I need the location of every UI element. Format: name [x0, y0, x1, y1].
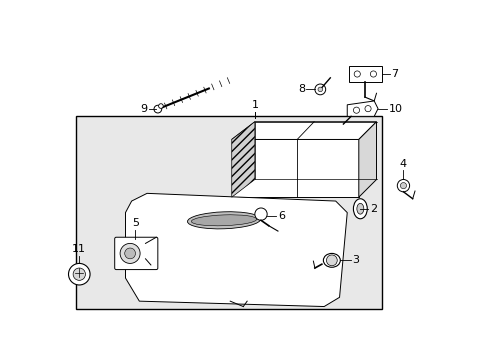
Circle shape — [120, 243, 140, 264]
Circle shape — [317, 87, 322, 92]
Ellipse shape — [187, 212, 260, 229]
Polygon shape — [358, 122, 376, 197]
Text: 7: 7 — [390, 69, 397, 79]
Circle shape — [254, 208, 266, 220]
Circle shape — [353, 107, 359, 113]
Polygon shape — [231, 139, 358, 197]
Ellipse shape — [191, 215, 256, 226]
Circle shape — [68, 264, 90, 285]
Polygon shape — [348, 66, 381, 82]
Polygon shape — [346, 101, 377, 116]
Text: 8: 8 — [297, 84, 305, 94]
Circle shape — [124, 248, 135, 259]
Circle shape — [400, 183, 406, 189]
Circle shape — [154, 105, 162, 113]
Ellipse shape — [356, 203, 363, 214]
Text: 9: 9 — [140, 104, 147, 114]
Bar — [76, 116, 381, 309]
FancyBboxPatch shape — [115, 237, 158, 270]
Ellipse shape — [323, 253, 340, 267]
Polygon shape — [231, 122, 254, 197]
Circle shape — [364, 105, 370, 112]
Circle shape — [369, 71, 376, 77]
Text: 3: 3 — [352, 255, 359, 265]
Circle shape — [326, 255, 337, 266]
Circle shape — [73, 268, 85, 280]
Circle shape — [314, 84, 325, 95]
Circle shape — [396, 180, 409, 192]
Circle shape — [158, 104, 163, 108]
Text: 1: 1 — [251, 100, 258, 110]
Polygon shape — [125, 193, 346, 307]
Text: 5: 5 — [132, 218, 139, 228]
Circle shape — [353, 71, 360, 77]
Text: 6: 6 — [277, 211, 285, 221]
Ellipse shape — [353, 199, 366, 219]
Polygon shape — [231, 122, 376, 139]
Text: 10: 10 — [388, 104, 402, 114]
Text: 2: 2 — [369, 204, 377, 214]
Text: 4: 4 — [399, 159, 406, 169]
Text: 11: 11 — [72, 244, 86, 254]
